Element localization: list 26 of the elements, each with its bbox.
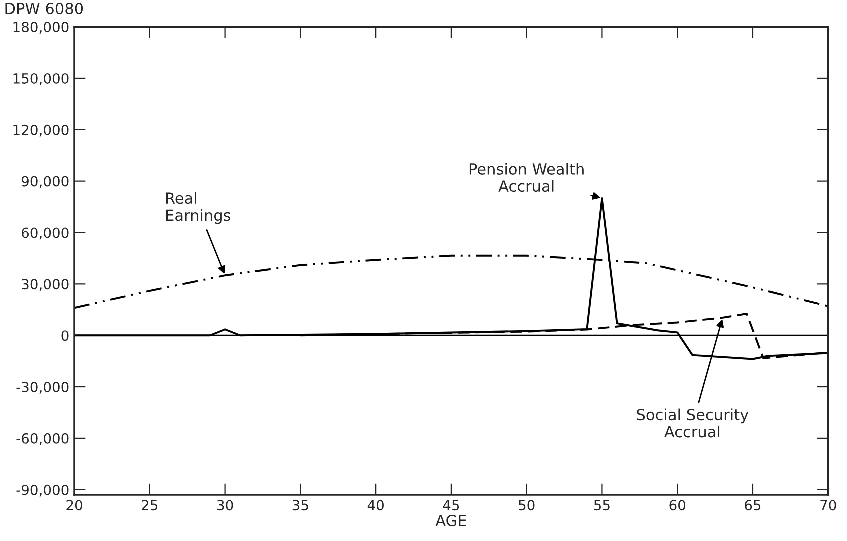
y-tick-label: -60,000: [16, 433, 69, 446]
y-tick-label: 0: [62, 330, 69, 342]
y-tick-label: 60,000: [22, 228, 69, 240]
x-axis-title: AGE: [436, 514, 466, 527]
y-tick-label: -90,000: [16, 484, 69, 497]
x-tick-label: 35: [292, 500, 308, 511]
x-tick-label: 65: [745, 500, 761, 511]
text: Social Security Accrual: [637, 408, 749, 438]
y-tick-label: 90,000: [22, 176, 69, 188]
text: Real Earnings: [166, 192, 231, 224]
x-tick-label: 60: [670, 500, 686, 511]
x-tick-label: 20: [66, 500, 82, 511]
text: DPW 6080: [6, 2, 84, 15]
x-tick-label: 40: [368, 500, 384, 511]
y-tick-label: 180,000: [14, 22, 69, 34]
y-tick-label: -30,000: [16, 382, 69, 394]
y-tick-label: 150,000: [14, 73, 69, 86]
y-tick-label: 120,000: [14, 124, 69, 137]
x-tick-label: 55: [594, 500, 610, 511]
x-tick-label: 45: [443, 500, 460, 511]
series-label: Pension Wealth Accrual: [470, 163, 584, 192]
y-tick-label: 30,000: [22, 279, 69, 292]
x-tick-label: 50: [519, 500, 535, 511]
x-tick-label: 30: [218, 500, 234, 511]
x-tick-label: 70: [820, 500, 836, 511]
x-tick-label: 25: [142, 500, 158, 511]
